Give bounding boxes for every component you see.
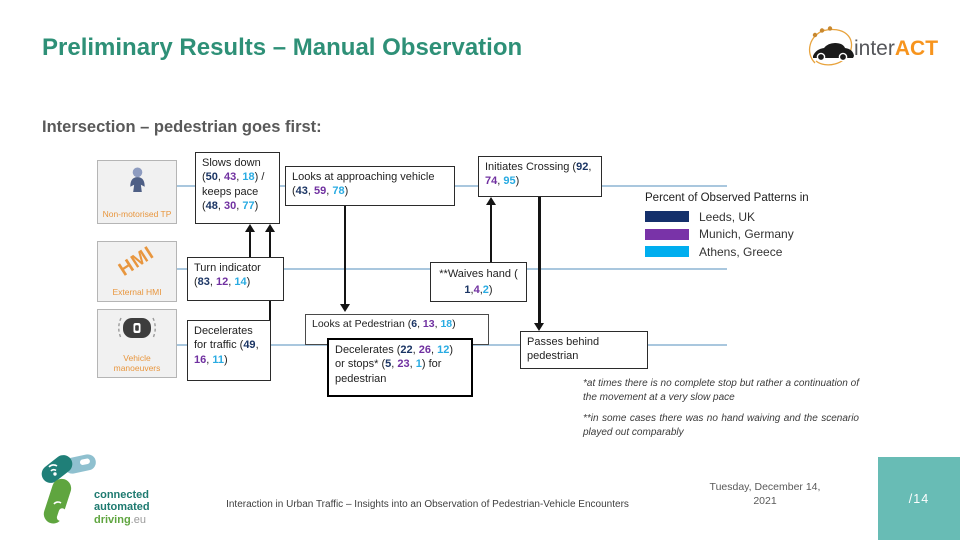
arrow-turn-to-slows-head (245, 224, 255, 232)
interact-logo-text-inter: inter (854, 36, 895, 60)
interact-car-swirl-icon (808, 26, 854, 66)
flow-box-looks-at-vehicle: Looks at approaching vehicle (43, 59, 78… (285, 166, 455, 206)
footnote-1: *at times there is no complete stop but … (583, 378, 859, 403)
actor-vehicle-manoeuvers: Vehicle manoeuvers (97, 309, 177, 378)
arrow-initiates-to-passes-line (538, 197, 541, 324)
actor-label: External HMI (112, 287, 162, 298)
hmi-logo-text: HMI (115, 242, 159, 281)
legend-label-athens: Athens, Greece (699, 244, 783, 259)
arrow-initiates-to-passes-head (534, 323, 544, 331)
legend-swatch-leeds (645, 211, 689, 223)
flow-box-decelerates-for-traffic: Decelerates for traffic (49, 16, 11) (187, 320, 271, 381)
interact-logo: inter ACT (806, 22, 938, 74)
legend-row-leeds: Leeds, UK (645, 208, 809, 226)
footnotes: *at times there is no complete stop but … (583, 377, 859, 447)
interact-logo-text-act: ACT (894, 36, 939, 60)
page-title: Preliminary Results – Manual Observation (42, 34, 523, 61)
legend-title: Percent of Observed Patterns in (645, 192, 809, 204)
pedestrian-icon (129, 167, 145, 192)
actor-label: Vehicle manoeuvers (113, 353, 161, 374)
flow-box-slows-down: Slows down (50, 43, 18) / keeps pace (48… (195, 152, 280, 224)
arrow-waives-to-initiates-head (486, 197, 496, 205)
legend-swatch-munich (645, 228, 689, 240)
actor-non-motorised-tp: Non-motorised TP (97, 160, 177, 224)
slide-date: Tuesday, December 14, 2021 (693, 481, 837, 508)
page-number: /14 (908, 491, 930, 506)
slide-date-line1: Tuesday, December 14, (709, 481, 821, 493)
actor-label: Non-motorised TP (102, 209, 172, 220)
cad-text-line1: connected (94, 488, 150, 501)
arrow-decel-to-slows-head (265, 224, 275, 232)
flow-box-initiates-crossing: Initiates Crossing (92, 74, 95) (478, 156, 602, 197)
flow-box-waives-hand: **Waives hand (1, 4, 2) (430, 262, 527, 302)
legend: Percent of Observed Patterns in Leeds, U… (645, 192, 809, 261)
legend-label-munich: Munich, Germany (699, 227, 794, 242)
legend-row-munich: Munich, Germany (645, 226, 809, 244)
footer-caption: Interaction in Urban Traffic – Insights … (226, 499, 629, 510)
cad-logo: connected automated driving.eu (38, 452, 150, 534)
flow-box-turn-indicator: Turn indicator (83, 12, 14) (187, 257, 284, 301)
car-top-icon (118, 317, 156, 339)
arrow-waives-to-initiates-line (490, 204, 492, 262)
legend-label-leeds: Leeds, UK (699, 209, 756, 224)
cad-text-line3: driving.eu (94, 513, 146, 526)
footnote-2: **in some cases there was no hand waivin… (583, 413, 859, 438)
flow-box-decelerates-or-stops: Decelerates (22, 26, 12) or stops* (5, 2… (327, 338, 473, 397)
cad-logo-text: connected automated driving.eu (94, 489, 150, 527)
page-number-box: /14 (878, 457, 960, 540)
legend-swatch-athens (645, 246, 689, 258)
actor-external-hmi: HMI External HMI (97, 241, 177, 302)
arrow-looksvehicle-to-looksped-line (344, 206, 346, 305)
arrow-turn-to-slows-line (249, 231, 251, 257)
slide-date-line2: 2021 (753, 494, 777, 507)
legend-row-athens: Athens, Greece (645, 243, 809, 261)
slide-subtitle: Intersection – pedestrian goes first: (42, 118, 322, 136)
cad-logo-icon (41, 454, 96, 524)
cad-text-line2: automated (94, 501, 150, 513)
flow-box-passes-behind: Passes behind pedestrian (520, 331, 648, 369)
arrow-looksvehicle-to-looksped-head (340, 304, 350, 312)
